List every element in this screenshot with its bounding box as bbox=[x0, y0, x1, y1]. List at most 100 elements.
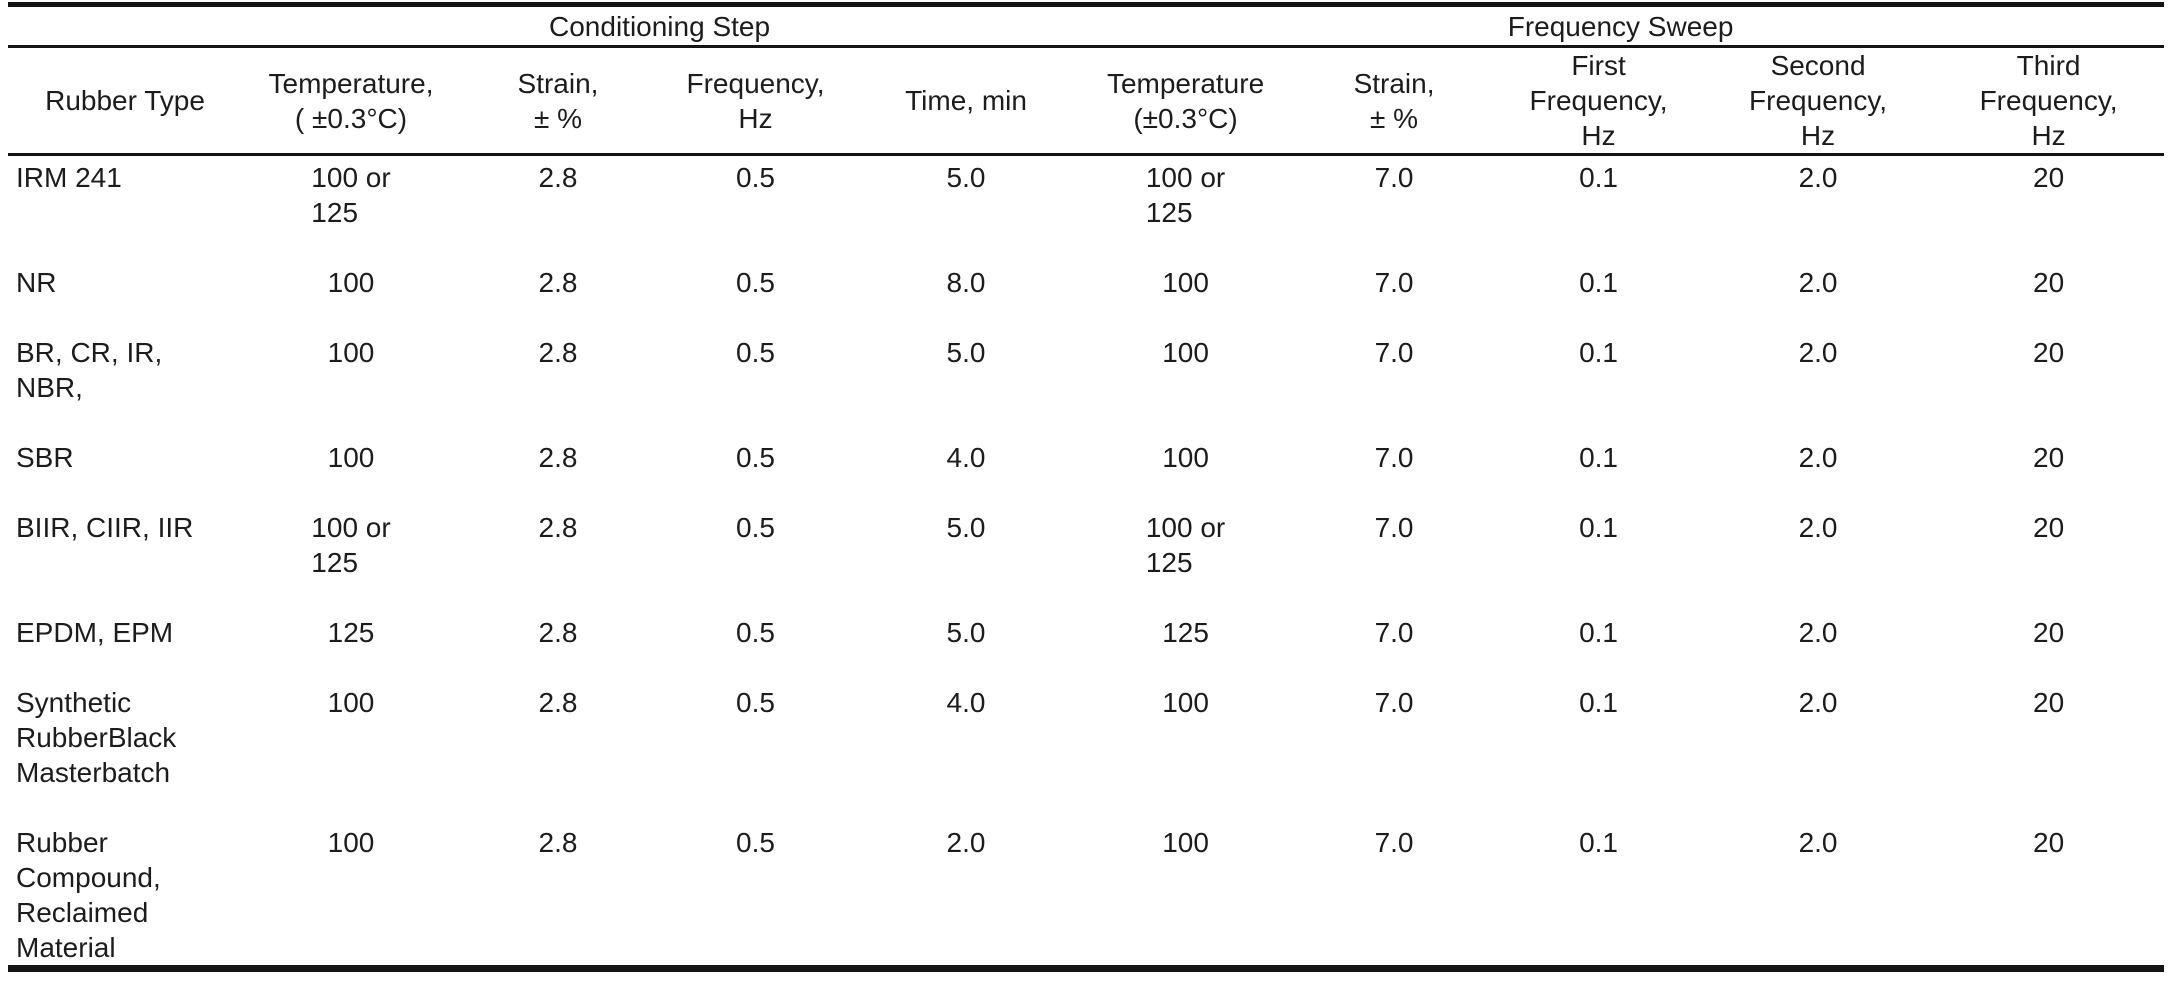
value-text: 100 or 125 bbox=[311, 512, 391, 578]
value-cell: 100 bbox=[1077, 261, 1294, 331]
value-cell: 20 bbox=[1933, 611, 2164, 681]
value-text: 7.0 bbox=[1374, 827, 1414, 858]
column-header-time: Time, min bbox=[855, 46, 1078, 156]
value-text: 2.8 bbox=[538, 162, 578, 193]
column-header-second-frequency: Second Frequency, Hz bbox=[1703, 46, 1934, 156]
value-text: 2.8 bbox=[538, 617, 578, 648]
value-cell: 100 bbox=[1077, 681, 1294, 821]
value-text: 0.5 bbox=[736, 442, 775, 473]
value-text: 2.8 bbox=[538, 267, 578, 298]
value-cell: 2.8 bbox=[460, 261, 656, 331]
table-row: BR, CR, IR, NBR, 100 2.8 0.5 5.0 100 7.0 0.1 2.0… bbox=[8, 331, 2164, 436]
group-header-frequency-sweep: Frequency Sweep bbox=[1077, 4, 2165, 48]
value-text: 100 bbox=[327, 337, 375, 368]
value-cell: 0.1 bbox=[1494, 436, 1703, 506]
value-text: 0.1 bbox=[1579, 827, 1619, 858]
value-cell: 100 or 125 bbox=[1077, 506, 1294, 611]
value-cell: 5.0 bbox=[855, 155, 1077, 262]
value-text: 2.8 bbox=[538, 337, 578, 368]
value-cell: 100 bbox=[242, 821, 460, 969]
value-text: 20 bbox=[2033, 267, 2065, 298]
value-text: 0.5 bbox=[736, 827, 775, 858]
value-cell: 2.8 bbox=[460, 155, 656, 262]
value-cell: 20 bbox=[1933, 331, 2164, 436]
value-cell: 2.8 bbox=[460, 331, 656, 436]
value-cell: 5.0 bbox=[855, 506, 1077, 611]
value-text: 2.8 bbox=[538, 827, 578, 858]
value-text: 0.1 bbox=[1579, 512, 1619, 543]
value-cell: 125 bbox=[242, 611, 460, 681]
value-text: 100 bbox=[1162, 827, 1209, 858]
value-cell: 2.0 bbox=[1703, 681, 1933, 821]
value-text: 20 bbox=[2033, 512, 2065, 543]
value-cell: 20 bbox=[1933, 261, 2164, 331]
value-text: 2.0 bbox=[946, 827, 986, 858]
rubber-conditioning-table: Conditioning Step Frequency Sweep Rubber… bbox=[8, 2, 2165, 972]
value-text: 5.0 bbox=[946, 617, 986, 648]
rubber-type-cell: EPDM, EPM bbox=[16, 617, 174, 648]
value-cell: 2.8 bbox=[460, 436, 656, 506]
value-cell: 7.0 bbox=[1294, 821, 1494, 969]
value-text: 100 bbox=[1162, 337, 1209, 368]
value-text: 7.0 bbox=[1374, 687, 1414, 718]
value-cell: 7.0 bbox=[1294, 611, 1494, 681]
value-text: 100 bbox=[327, 442, 375, 473]
column-header-cond-frequency: Frequency, Hz bbox=[656, 46, 855, 156]
value-text: 7.0 bbox=[1374, 267, 1414, 298]
column-header-sweep-strain: Strain, ± % bbox=[1294, 46, 1495, 156]
value-cell: 0.5 bbox=[656, 821, 855, 969]
table-body: IRM 241 100 or 125 2.8 0.5 5.0 100 or 125 7.0 0… bbox=[8, 155, 2164, 969]
column-header-rubber-type: Rubber Type bbox=[8, 46, 242, 156]
value-cell: 100 bbox=[1077, 436, 1294, 506]
value-text: 2.0 bbox=[1798, 337, 1838, 368]
value-text: 4.0 bbox=[946, 442, 986, 473]
value-text: 7.0 bbox=[1374, 442, 1414, 473]
value-cell: 0.1 bbox=[1494, 821, 1703, 969]
value-cell: 0.1 bbox=[1494, 506, 1703, 611]
value-cell: 0.5 bbox=[656, 155, 855, 262]
value-text: 2.0 bbox=[1798, 827, 1838, 858]
value-text: 0.1 bbox=[1579, 267, 1619, 298]
column-header-sweep-temperature: Temperature (±0.3°C) bbox=[1077, 46, 1295, 156]
value-text: 2.0 bbox=[1798, 687, 1838, 718]
value-cell: 100 or 125 bbox=[1077, 155, 1294, 262]
value-cell: 125 bbox=[1077, 611, 1294, 681]
value-cell: 100 bbox=[242, 261, 460, 331]
value-cell: 0.5 bbox=[656, 261, 855, 331]
value-text: 7.0 bbox=[1374, 512, 1414, 543]
table-row: EPDM, EPM 125 2.8 0.5 5.0 125 7.0 0.1 2.0 20 bbox=[8, 611, 2164, 681]
value-cell: 2.0 bbox=[855, 821, 1077, 969]
value-cell: 2.8 bbox=[460, 681, 656, 821]
value-cell: 5.0 bbox=[855, 611, 1077, 681]
value-text: 7.0 bbox=[1374, 162, 1414, 193]
table-header: Conditioning Step Frequency Sweep Rubber… bbox=[8, 4, 2165, 156]
value-text: 7.0 bbox=[1374, 337, 1414, 368]
value-cell: 0.1 bbox=[1494, 681, 1703, 821]
value-text: 20 bbox=[2033, 162, 2065, 193]
value-text: 125 bbox=[1162, 617, 1209, 648]
value-text: 100 bbox=[1162, 267, 1209, 298]
value-cell: 2.8 bbox=[460, 611, 656, 681]
value-cell: 100 bbox=[1077, 331, 1294, 436]
value-text: 100 bbox=[1162, 687, 1209, 718]
value-text: 8.0 bbox=[946, 267, 986, 298]
rubber-type-cell: IRM 241 bbox=[16, 162, 122, 193]
value-cell: 7.0 bbox=[1294, 681, 1494, 821]
value-cell: 100 bbox=[242, 436, 460, 506]
table-row: IRM 241 100 or 125 2.8 0.5 5.0 100 or 125 7.0 0… bbox=[8, 155, 2164, 262]
column-header-row: Rubber Type Temperature, ( ±0.3°C) Strai… bbox=[8, 46, 2165, 156]
group-header-row: Conditioning Step Frequency Sweep bbox=[8, 4, 2165, 48]
column-header-cond-temperature: Temperature, ( ±0.3°C) bbox=[242, 46, 460, 156]
value-text: 2.8 bbox=[538, 687, 578, 718]
value-cell: 0.1 bbox=[1494, 261, 1703, 331]
value-cell: 20 bbox=[1933, 506, 2164, 611]
value-cell: 7.0 bbox=[1294, 506, 1494, 611]
table-row: SBR 100 2.8 0.5 4.0 100 7.0 0.1 2.0 20 bbox=[8, 436, 2164, 506]
value-text: 5.0 bbox=[946, 512, 986, 543]
value-text: 2.8 bbox=[538, 442, 578, 473]
value-text: 20 bbox=[2033, 442, 2065, 473]
value-cell: 7.0 bbox=[1294, 261, 1494, 331]
value-text: 2.0 bbox=[1798, 512, 1838, 543]
value-cell: 20 bbox=[1933, 436, 2164, 506]
rubber-type-cell: BR, CR, IR, NBR, bbox=[16, 337, 163, 403]
